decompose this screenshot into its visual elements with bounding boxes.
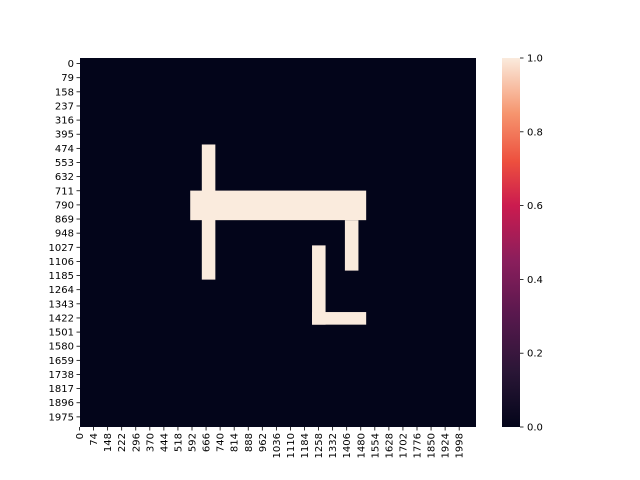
x-tick-label: 222: [117, 433, 128, 452]
colorbar-tick-label: 0.4: [527, 275, 543, 286]
y-tick-label: 0: [68, 59, 74, 70]
y-tick-label: 1817: [49, 384, 74, 395]
colorbar-tick-label: 0.6: [527, 201, 543, 212]
x-tick-label: 0: [75, 433, 86, 439]
y-axis: 0 79 158 237 316 395 474 553 632 711 790 869 948 1027…: [49, 59, 80, 423]
x-tick-label: 370: [145, 433, 156, 452]
x-tick-label: 1110: [286, 433, 297, 458]
y-tick-label: 1975: [49, 412, 74, 423]
x-axis: 0 74 148 222 296 370 444 518 592 666 740 814 888 962 1…: [75, 427, 466, 458]
colorbar: 0.0 0.2 0.4 0.6 0.8 1.0: [502, 54, 543, 434]
x-tick-label: 1924: [441, 433, 452, 458]
heatmap-cell-block-2: [190, 190, 367, 221]
x-tick-label: 962: [258, 433, 269, 452]
y-tick-label: 1738: [49, 370, 74, 381]
colorbar-tick-label: 0.2: [527, 349, 543, 360]
x-tick-label: 1850: [427, 433, 438, 458]
x-tick-label: 1554: [370, 433, 381, 458]
x-tick-label: 74: [89, 433, 100, 446]
y-tick-label: 316: [55, 116, 74, 127]
x-tick-label: 148: [103, 433, 114, 452]
x-tick-label: 1776: [413, 433, 424, 458]
x-tick-label: 1480: [356, 433, 367, 458]
y-tick-label: 1580: [49, 342, 74, 353]
heatmap-cell-block-4: [312, 245, 326, 325]
y-tick-label: 237: [55, 101, 74, 112]
y-tick-label: 553: [55, 158, 74, 169]
y-tick-label: 395: [55, 130, 74, 141]
y-tick-label: 1264: [49, 285, 74, 296]
x-tick-label: 1406: [342, 433, 353, 458]
x-tick-label: 1702: [398, 433, 409, 458]
colorbar-tick-label: 0.0: [527, 423, 543, 434]
x-tick-label: 740: [216, 433, 227, 452]
y-tick-label: 1659: [49, 356, 74, 367]
x-tick-label: 1184: [300, 433, 311, 458]
heatmap-background: [80, 58, 476, 427]
y-tick-label: 1106: [49, 257, 74, 268]
y-tick-label: 1185: [49, 271, 74, 282]
heatmap-cell-block-3: [344, 220, 359, 271]
x-tick-label: 1628: [384, 433, 395, 458]
x-tick-label: 814: [230, 433, 241, 452]
x-tick-label: 296: [131, 433, 142, 452]
y-tick-label: 948: [55, 229, 74, 240]
colorbar-tick-label: 1.0: [527, 54, 543, 65]
colorbar-tick-label: 0.8: [527, 127, 543, 138]
y-tick-label: 79: [61, 73, 74, 84]
heatmap-cell-block-5: [312, 312, 367, 325]
colorbar-gradient: [502, 58, 520, 427]
y-tick-label: 632: [55, 172, 74, 183]
x-tick-label: 666: [202, 433, 213, 452]
plot-area: [80, 58, 476, 427]
x-tick-label: 592: [188, 433, 199, 452]
y-tick-label: 1422: [49, 313, 74, 324]
x-tick-label: 518: [173, 433, 184, 452]
y-tick-label: 1027: [49, 243, 74, 254]
y-tick-label: 474: [55, 144, 74, 155]
x-tick-label: 888: [244, 433, 255, 452]
y-tick-label: 869: [55, 215, 74, 226]
x-tick-label: 1258: [314, 433, 325, 458]
y-tick-label: 1896: [49, 398, 74, 409]
y-tick-label: 790: [55, 200, 74, 211]
y-tick-label: 711: [55, 186, 74, 197]
y-tick-label: 158: [55, 87, 74, 98]
y-tick-label: 1343: [49, 299, 74, 310]
y-tick-label: 1501: [49, 328, 74, 339]
x-tick-label: 1036: [272, 433, 283, 458]
x-tick-label: 1332: [328, 433, 339, 458]
x-tick-label: 444: [159, 433, 170, 452]
x-tick-label: 1998: [455, 433, 466, 458]
